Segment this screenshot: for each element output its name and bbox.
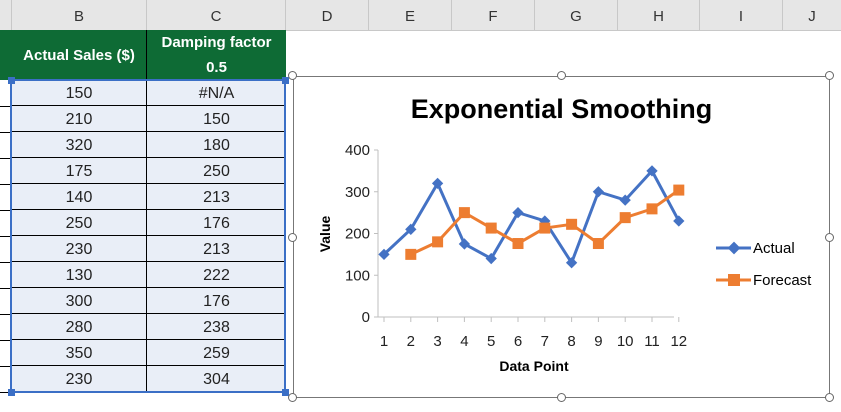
svg-text:11: 11 [644, 333, 660, 350]
table-row: 210 150 [12, 106, 286, 132]
table-row: 230 213 [12, 236, 286, 262]
svg-text:100: 100 [345, 267, 370, 284]
actual-cell[interactable]: 350 [12, 340, 147, 365]
actual-cell[interactable]: 250 [12, 210, 147, 235]
forecast-cell[interactable]: 222 [203, 267, 230, 284]
actual-cell[interactable]: 320 [12, 132, 147, 157]
forecast-cell[interactable]: 259 [203, 345, 230, 362]
header-damping-factor[interactable]: Damping factor 0.5 [147, 30, 286, 80]
column-header-c[interactable]: C [147, 0, 286, 30]
forecast-cell[interactable]: 180 [203, 137, 230, 154]
header-actual-sales[interactable]: Actual Sales ($) [12, 30, 147, 80]
chart-resize-handle-left[interactable] [288, 233, 297, 242]
actual-cell[interactable]: 140 [12, 184, 147, 209]
svg-text:5: 5 [487, 333, 495, 350]
selection-handle-top-right[interactable] [282, 77, 289, 84]
x-axis-ticks: 1 2 3 4 5 6 7 8 9 10 11 12 [380, 317, 687, 350]
header-damping-factor-value: 0.5 [206, 59, 227, 76]
chart-resize-handle-tr[interactable] [825, 71, 834, 80]
table-row: 320 180 [12, 132, 286, 158]
chart-resize-handle-top[interactable] [557, 71, 566, 80]
selection-handle-top-left[interactable] [8, 77, 15, 84]
svg-text:7: 7 [541, 333, 549, 350]
table-row: 150 #N/A [12, 80, 286, 106]
column-header-j[interactable]: J [808, 8, 816, 25]
legend-square-icon [728, 274, 740, 286]
svg-text:2: 2 [407, 333, 415, 350]
svg-text:1: 1 [380, 333, 388, 350]
legend-forecast-label: Forecast [753, 272, 812, 289]
forecast-cell[interactable]: 176 [203, 293, 230, 310]
column-header-bar: B C D E F G H I J [0, 0, 841, 31]
actual-cell[interactable]: 230 [12, 366, 147, 391]
forecast-cell[interactable]: #N/A [198, 85, 235, 102]
column-header-g[interactable]: G [535, 0, 618, 30]
actual-cell[interactable]: 280 [12, 314, 147, 339]
svg-text:3: 3 [433, 333, 441, 350]
svg-text:12: 12 [670, 333, 687, 350]
column-header-d[interactable]: D [286, 0, 369, 30]
forecast-cell[interactable]: 250 [203, 163, 230, 180]
table-row: 140 213 [12, 184, 286, 210]
actual-cell[interactable]: 150 [12, 80, 147, 105]
actual-cell[interactable]: 210 [12, 106, 147, 131]
chart-resize-handle-bl[interactable] [288, 393, 297, 402]
forecast-cell[interactable]: 176 [203, 215, 230, 232]
column-header-i[interactable]: I [700, 0, 783, 30]
table-row: 350 259 [12, 340, 286, 366]
forecast-cell[interactable]: 304 [203, 371, 230, 388]
chart-resize-handle-br[interactable] [825, 393, 834, 402]
y-axis-ticks: 0 100 200 300 400 [345, 142, 378, 326]
chart-resize-handle-right[interactable] [825, 233, 834, 242]
selection-handle-bottom-right[interactable] [282, 389, 289, 396]
actual-cell[interactable]: 300 [12, 288, 147, 313]
forecast-cell[interactable]: 238 [203, 319, 230, 336]
forecast-cell[interactable]: 213 [203, 189, 230, 206]
svg-text:6: 6 [514, 333, 522, 350]
header-damping-factor-label: Damping factor [161, 34, 272, 51]
x-axis-label: Data Point [499, 358, 569, 374]
chart-resize-handle-bottom[interactable] [557, 393, 566, 402]
svg-text:4: 4 [460, 333, 468, 350]
header-actual-sales-label: Actual Sales ($) [23, 46, 135, 64]
column-header-f[interactable]: F [452, 0, 535, 30]
actual-cell[interactable]: 175 [12, 158, 147, 183]
svg-text:400: 400 [345, 142, 370, 159]
forecast-cell[interactable]: 213 [203, 241, 230, 258]
legend-diamond-icon [727, 241, 741, 255]
chart-resize-handle-tl[interactable] [288, 71, 297, 80]
column-header-b[interactable]: B [12, 0, 147, 30]
legend[interactable]: Actual Forecast [716, 240, 812, 289]
column-header-h[interactable]: H [618, 0, 700, 30]
table-row: 175 250 [12, 158, 286, 184]
table-row: 250 176 [12, 210, 286, 236]
svg-text:200: 200 [345, 226, 370, 243]
table-row: 130 222 [12, 262, 286, 288]
table-row: 230 304 [12, 366, 286, 392]
selection-handle-bottom-left[interactable] [8, 389, 15, 396]
legend-actual-label: Actual [753, 240, 795, 257]
table-row: 280 238 [12, 314, 286, 340]
svg-text:300: 300 [345, 184, 370, 201]
svg-text:10: 10 [617, 333, 634, 350]
chart-series [378, 165, 685, 269]
y-axis-label: Value [317, 216, 333, 253]
column-header-a[interactable] [0, 0, 12, 30]
actual-cell[interactable]: 130 [12, 262, 147, 287]
forecast-cell[interactable]: 150 [203, 111, 230, 128]
actual-cell[interactable]: 230 [12, 236, 147, 261]
column-header-e[interactable]: E [369, 0, 452, 30]
chart-title[interactable]: Exponential Smoothing [410, 94, 713, 124]
svg-text:8: 8 [567, 333, 575, 350]
svg-text:0: 0 [362, 309, 370, 326]
svg-text:9: 9 [594, 333, 602, 350]
table-row: 300 176 [12, 288, 286, 314]
